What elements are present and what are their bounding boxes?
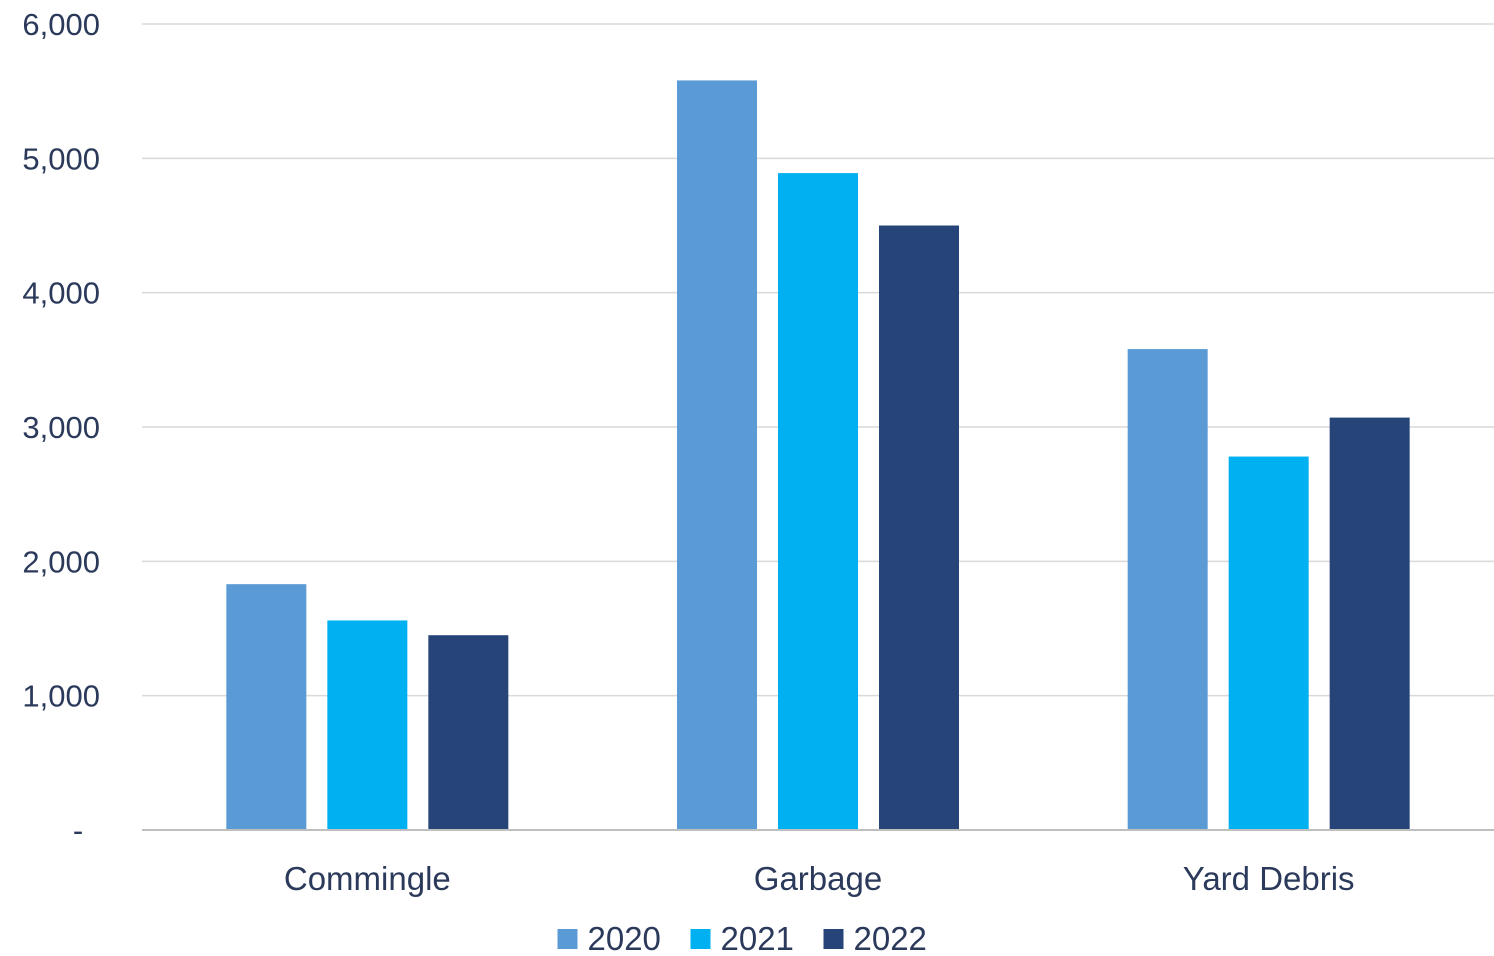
bar-yard-debris-2021 <box>1228 456 1309 830</box>
legend-swatch <box>557 929 578 949</box>
bar-garbage-2020 <box>677 80 757 831</box>
bar-yard-debris-2022 <box>1329 417 1410 830</box>
y-tick-label: 4,000 <box>22 276 100 311</box>
y-tick-label: 5,000 <box>22 141 100 176</box>
category-label: Garbage <box>754 860 882 897</box>
y-tick-label: 2,000 <box>22 544 100 579</box>
category-label: Yard Debris <box>1183 860 1355 897</box>
y-tick-label: 3,000 <box>22 410 100 445</box>
bar-commingle-2020 <box>226 584 307 830</box>
legend-label: 2020 <box>588 920 661 956</box>
legend-item-2021[interactable]: 2021 <box>690 920 794 956</box>
legend-item-2020[interactable]: 2020 <box>557 920 661 956</box>
legend-label: 2022 <box>854 920 927 956</box>
legend-swatch <box>690 929 711 949</box>
legend-swatch <box>823 929 844 949</box>
legend-item-2022[interactable]: 2022 <box>823 920 927 956</box>
legend-label: 2021 <box>721 920 794 956</box>
y-axis-ticks: - 1,000 2,000 3,000 4,000 5,000 6,000 <box>22 7 100 848</box>
category-labels: Commingle Garbage Yard Debris <box>284 860 1355 897</box>
y-tick-label: 1,000 <box>22 679 100 714</box>
category-label: Commingle <box>284 860 451 897</box>
bar-yard-debris-2020 <box>1127 349 1208 830</box>
bar-commingle-2021 <box>327 620 408 830</box>
bar-garbage-2022 <box>879 225 959 830</box>
bar-commingle-2022 <box>428 635 509 830</box>
legend[interactable]: 2020 2021 2022 <box>557 920 927 956</box>
bar-garbage-2021 <box>778 173 858 831</box>
bars <box>226 80 1410 831</box>
y-tick-label: 6,000 <box>22 7 100 42</box>
y-tick-label: - <box>73 813 83 848</box>
